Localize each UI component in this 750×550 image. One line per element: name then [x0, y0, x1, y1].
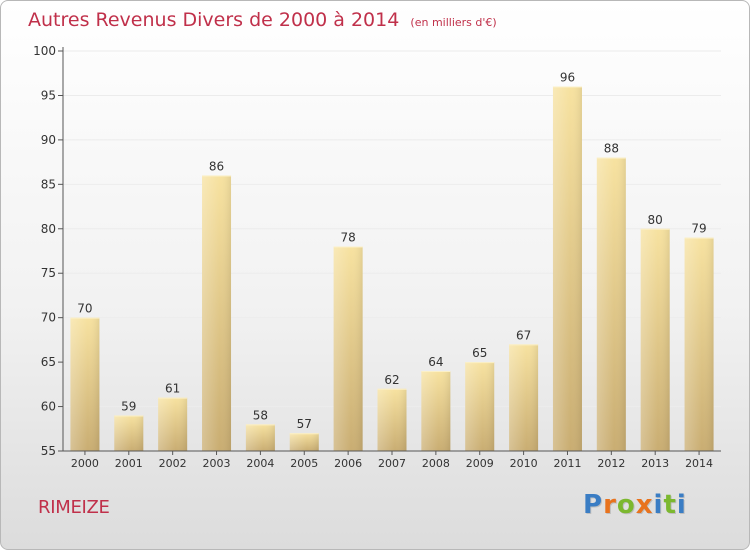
x-tick-label: 2000: [71, 457, 99, 470]
x-tick-label: 2006: [334, 457, 362, 470]
bar-shade: [70, 317, 100, 451]
value-label: 67: [516, 328, 531, 342]
value-label: 96: [560, 71, 575, 85]
x-tick-label: 2011: [553, 457, 581, 470]
chart-title: Autres Revenus Divers de 2000 à 2014: [28, 9, 400, 31]
value-label: 65: [472, 346, 487, 360]
y-tick-label: 75: [41, 266, 56, 280]
logo-letter: t: [663, 490, 677, 520]
chart-title-row: Autres Revenus Divers de 2000 à 2014 (en…: [28, 9, 497, 31]
value-label: 58: [253, 408, 268, 422]
x-tick-label: 2002: [159, 457, 187, 470]
bar-shade: [333, 246, 363, 451]
value-label: 57: [297, 417, 312, 431]
logo-letter: i: [653, 490, 664, 520]
bar-shade: [552, 86, 582, 452]
logo-letter: x: [635, 490, 654, 520]
bar-shade: [245, 424, 275, 451]
x-tick-label: 2007: [378, 457, 406, 470]
y-tick-label: 80: [41, 222, 56, 236]
value-label: 70: [77, 302, 92, 316]
bar-shade: [158, 397, 188, 451]
logo-letter: o: [616, 490, 636, 520]
value-label: 80: [648, 213, 663, 227]
y-tick-label: 70: [41, 311, 56, 325]
commune-name: RIMEIZE: [38, 497, 110, 518]
x-tick-label: 2014: [685, 457, 713, 470]
x-tick-label: 2010: [510, 457, 538, 470]
x-tick-label: 2005: [290, 457, 318, 470]
y-tick-label: 95: [41, 88, 56, 102]
x-tick-label: 2003: [203, 457, 231, 470]
value-label: 61: [165, 382, 180, 396]
x-tick-label: 2001: [115, 457, 143, 470]
logo-letter: P: [583, 490, 604, 520]
y-tick-label: 65: [41, 355, 56, 369]
bar-shade: [289, 433, 319, 451]
bar-shade: [114, 415, 144, 451]
bar-shade: [640, 228, 670, 451]
bar-shade: [421, 371, 451, 451]
y-tick-label: 100: [33, 44, 56, 58]
bar-shade: [465, 362, 495, 451]
bars: [70, 86, 714, 452]
value-labels: 70 59 61 86 58 57 78 62 64 65 67 96 88 80 79: [77, 71, 706, 432]
y-tick-label: 90: [41, 133, 56, 147]
logo-letter: i: [676, 490, 687, 520]
value-label: 79: [691, 222, 706, 236]
value-label: 62: [384, 373, 399, 387]
value-label: 59: [121, 399, 136, 413]
bar-shade: [202, 175, 232, 451]
value-label: 88: [604, 142, 619, 156]
y-tick-label: 55: [41, 444, 56, 458]
chart-subtitle: (en milliers d'€): [410, 16, 497, 29]
logo-letter: r: [603, 490, 617, 520]
value-label: 78: [340, 231, 355, 245]
y-tick-label: 60: [41, 400, 56, 414]
proxiti-logo: Proxiti: [583, 490, 687, 520]
x-tick-label: 2012: [597, 457, 625, 470]
value-label: 86: [209, 159, 224, 173]
x-tick-label: 2008: [422, 457, 450, 470]
x-tick-label: 2004: [246, 457, 274, 470]
y-tick-label: 85: [41, 177, 56, 191]
value-label: 64: [428, 355, 443, 369]
x-tick-label: 2013: [641, 457, 669, 470]
axes: 55 60 65 70 75 80 85 90 95 100 2000 2001 2002 2003 200…: [33, 44, 721, 470]
bar-shade: [377, 388, 407, 451]
bar-shade: [509, 344, 539, 451]
bar-shade: [684, 237, 714, 451]
bar-shade: [596, 157, 626, 451]
x-tick-label: 2009: [466, 457, 494, 470]
